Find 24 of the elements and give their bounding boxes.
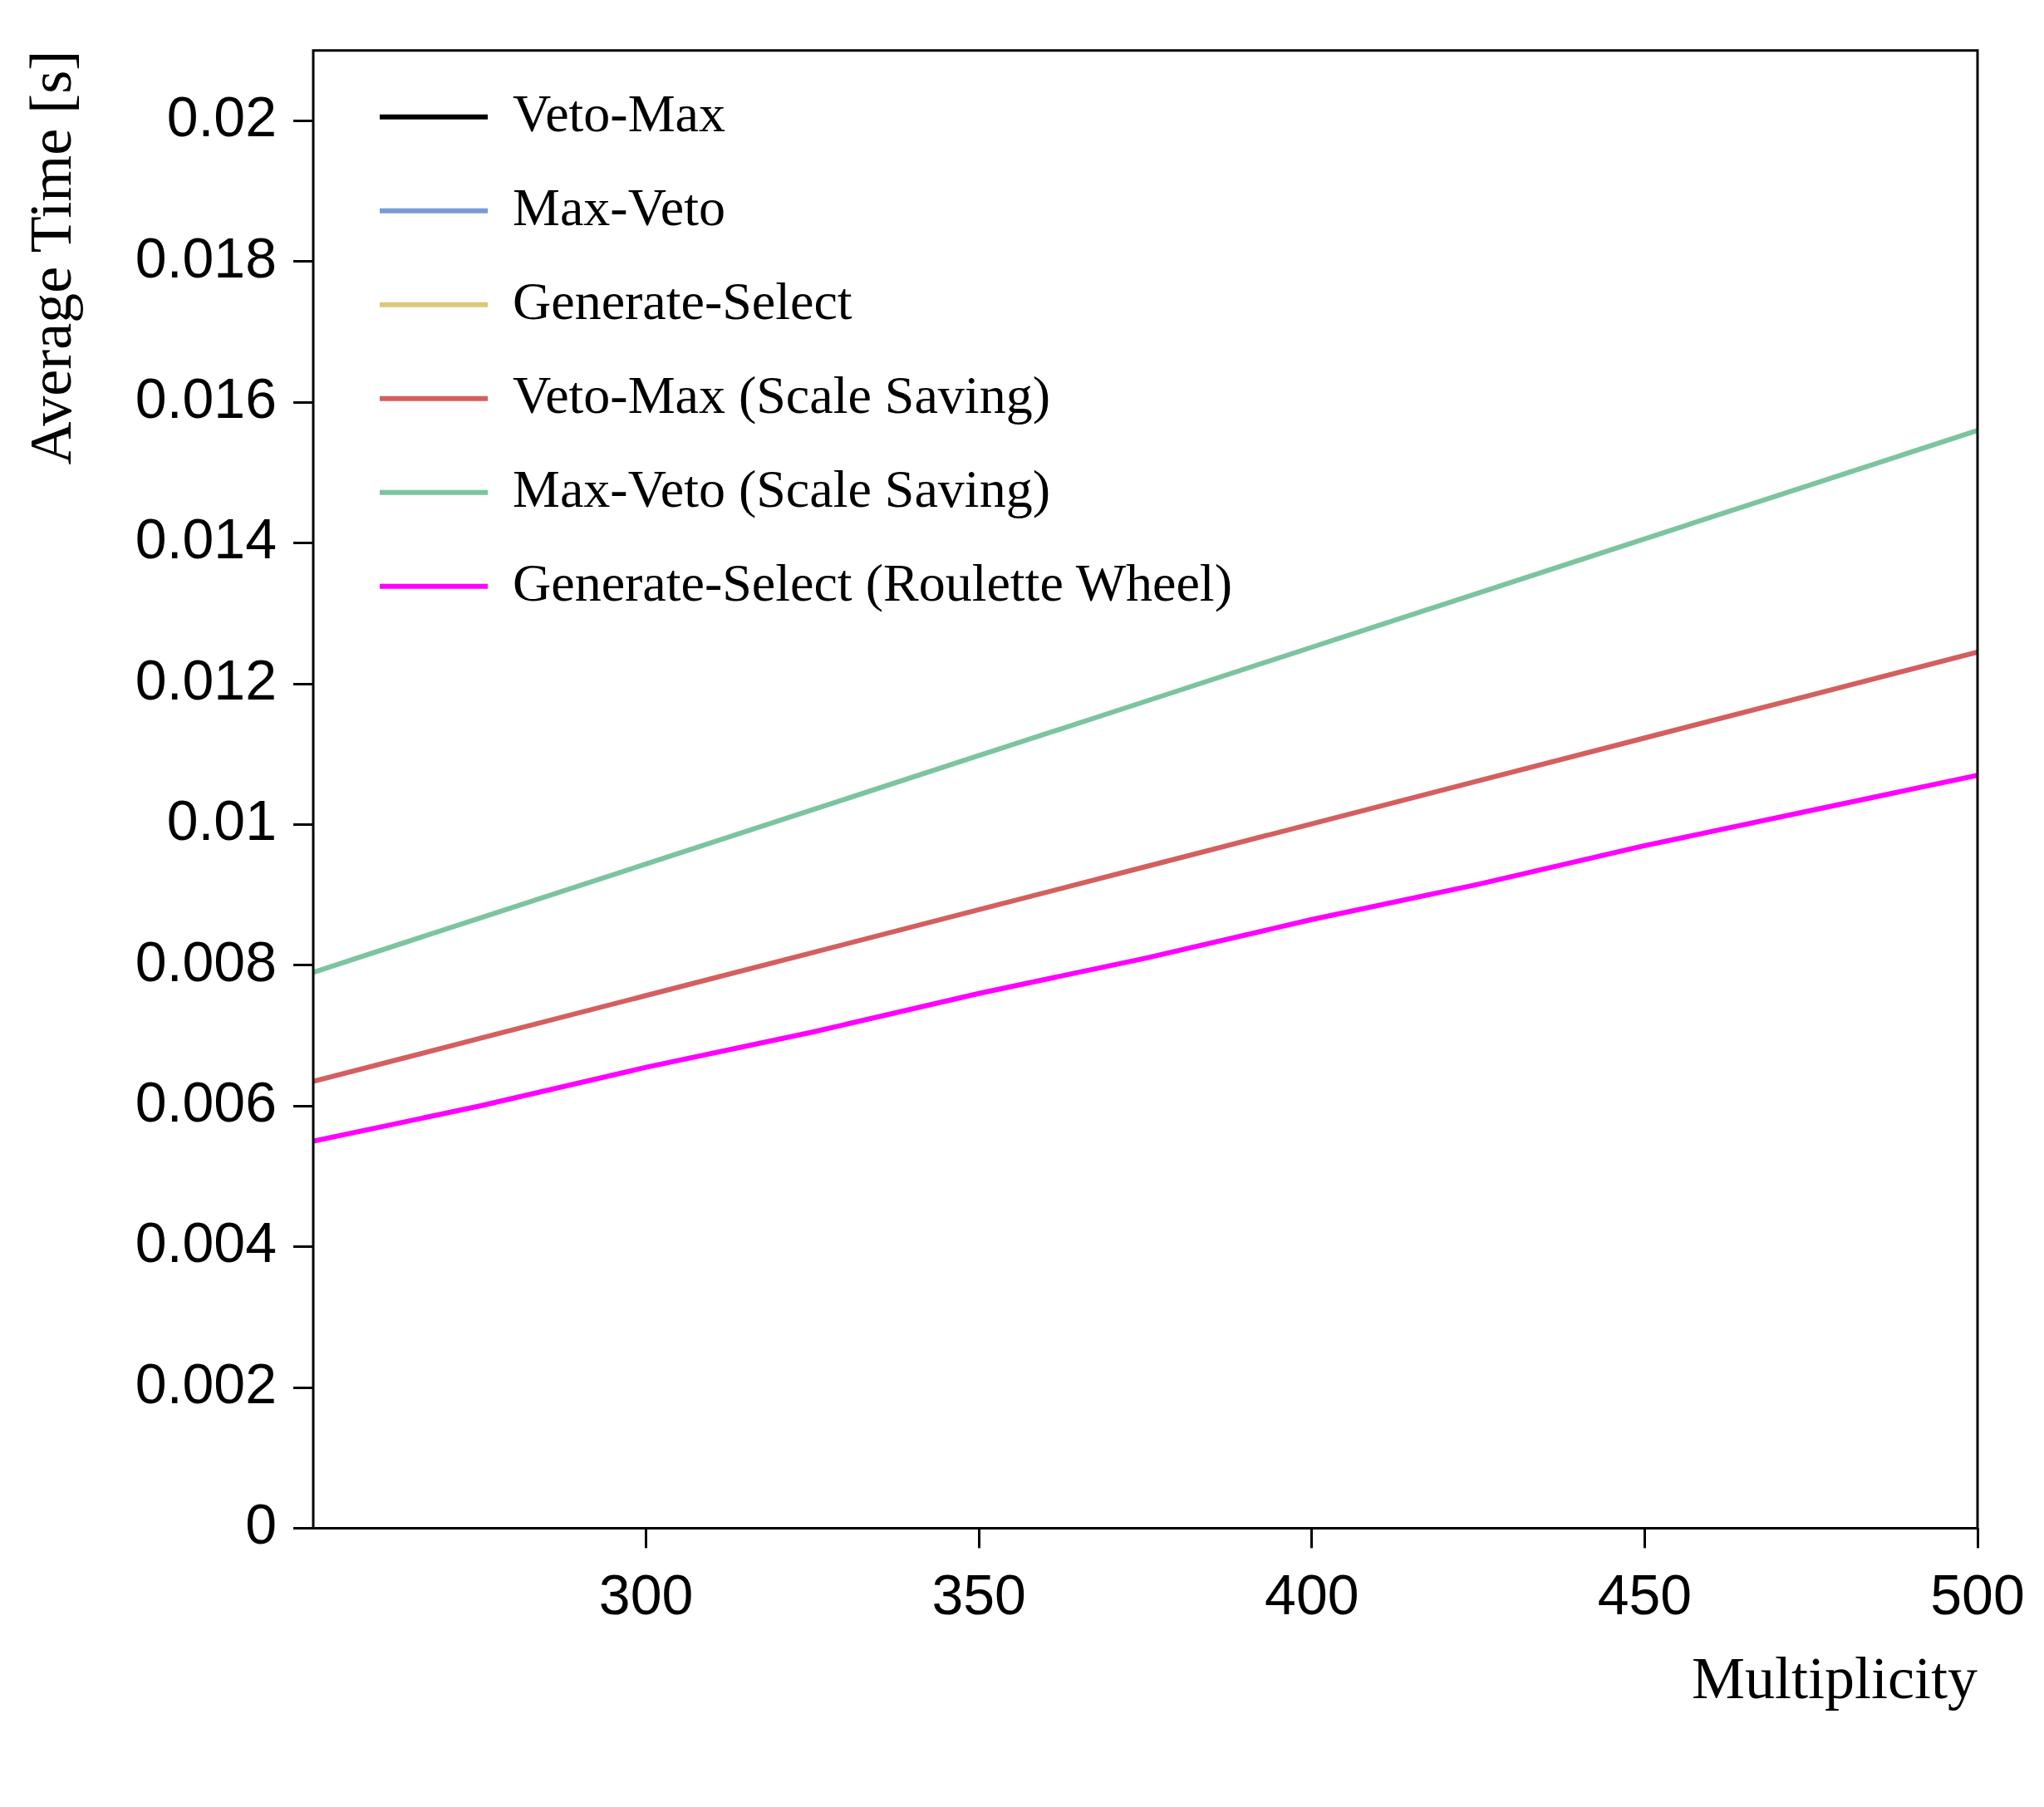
legend-label: Max-Veto (Scale Saving) (513, 459, 1050, 518)
x-tick-label: 300 (598, 1562, 694, 1626)
y-tick-label: 0 (245, 1492, 277, 1556)
y-tick-label: 0.016 (135, 366, 277, 430)
y-tick-label: 0.012 (135, 647, 277, 711)
x-tick-label: 400 (1265, 1562, 1359, 1626)
x-tick-label: 450 (1597, 1562, 1693, 1626)
y-tick-label: 0.004 (135, 1210, 277, 1274)
legend-label: Generate-Select (513, 271, 852, 331)
y-tick-label: 0.018 (135, 225, 277, 289)
legend-label: Max-Veto (513, 177, 725, 237)
y-tick-label: 0.002 (135, 1351, 277, 1415)
legend-label: Generate-Select (Roulette Wheel) (513, 552, 1232, 612)
x-axis-title: Multiplicity (1691, 1645, 1978, 1712)
y-tick-label: 0.01 (166, 788, 277, 852)
x-tick-label: 500 (1930, 1562, 2025, 1626)
y-tick-label: 0.008 (135, 929, 277, 993)
y-tick-label: 0.014 (135, 507, 277, 571)
y-axis-title: Average Time [s] (17, 50, 84, 465)
legend-label: Veto-Max (513, 83, 725, 143)
x-tick-label: 350 (931, 1562, 1026, 1626)
y-tick-label: 0.02 (166, 85, 277, 149)
y-tick-label: 0.006 (135, 1069, 277, 1133)
legend-label: Veto-Max (Scale Saving) (513, 365, 1050, 425)
